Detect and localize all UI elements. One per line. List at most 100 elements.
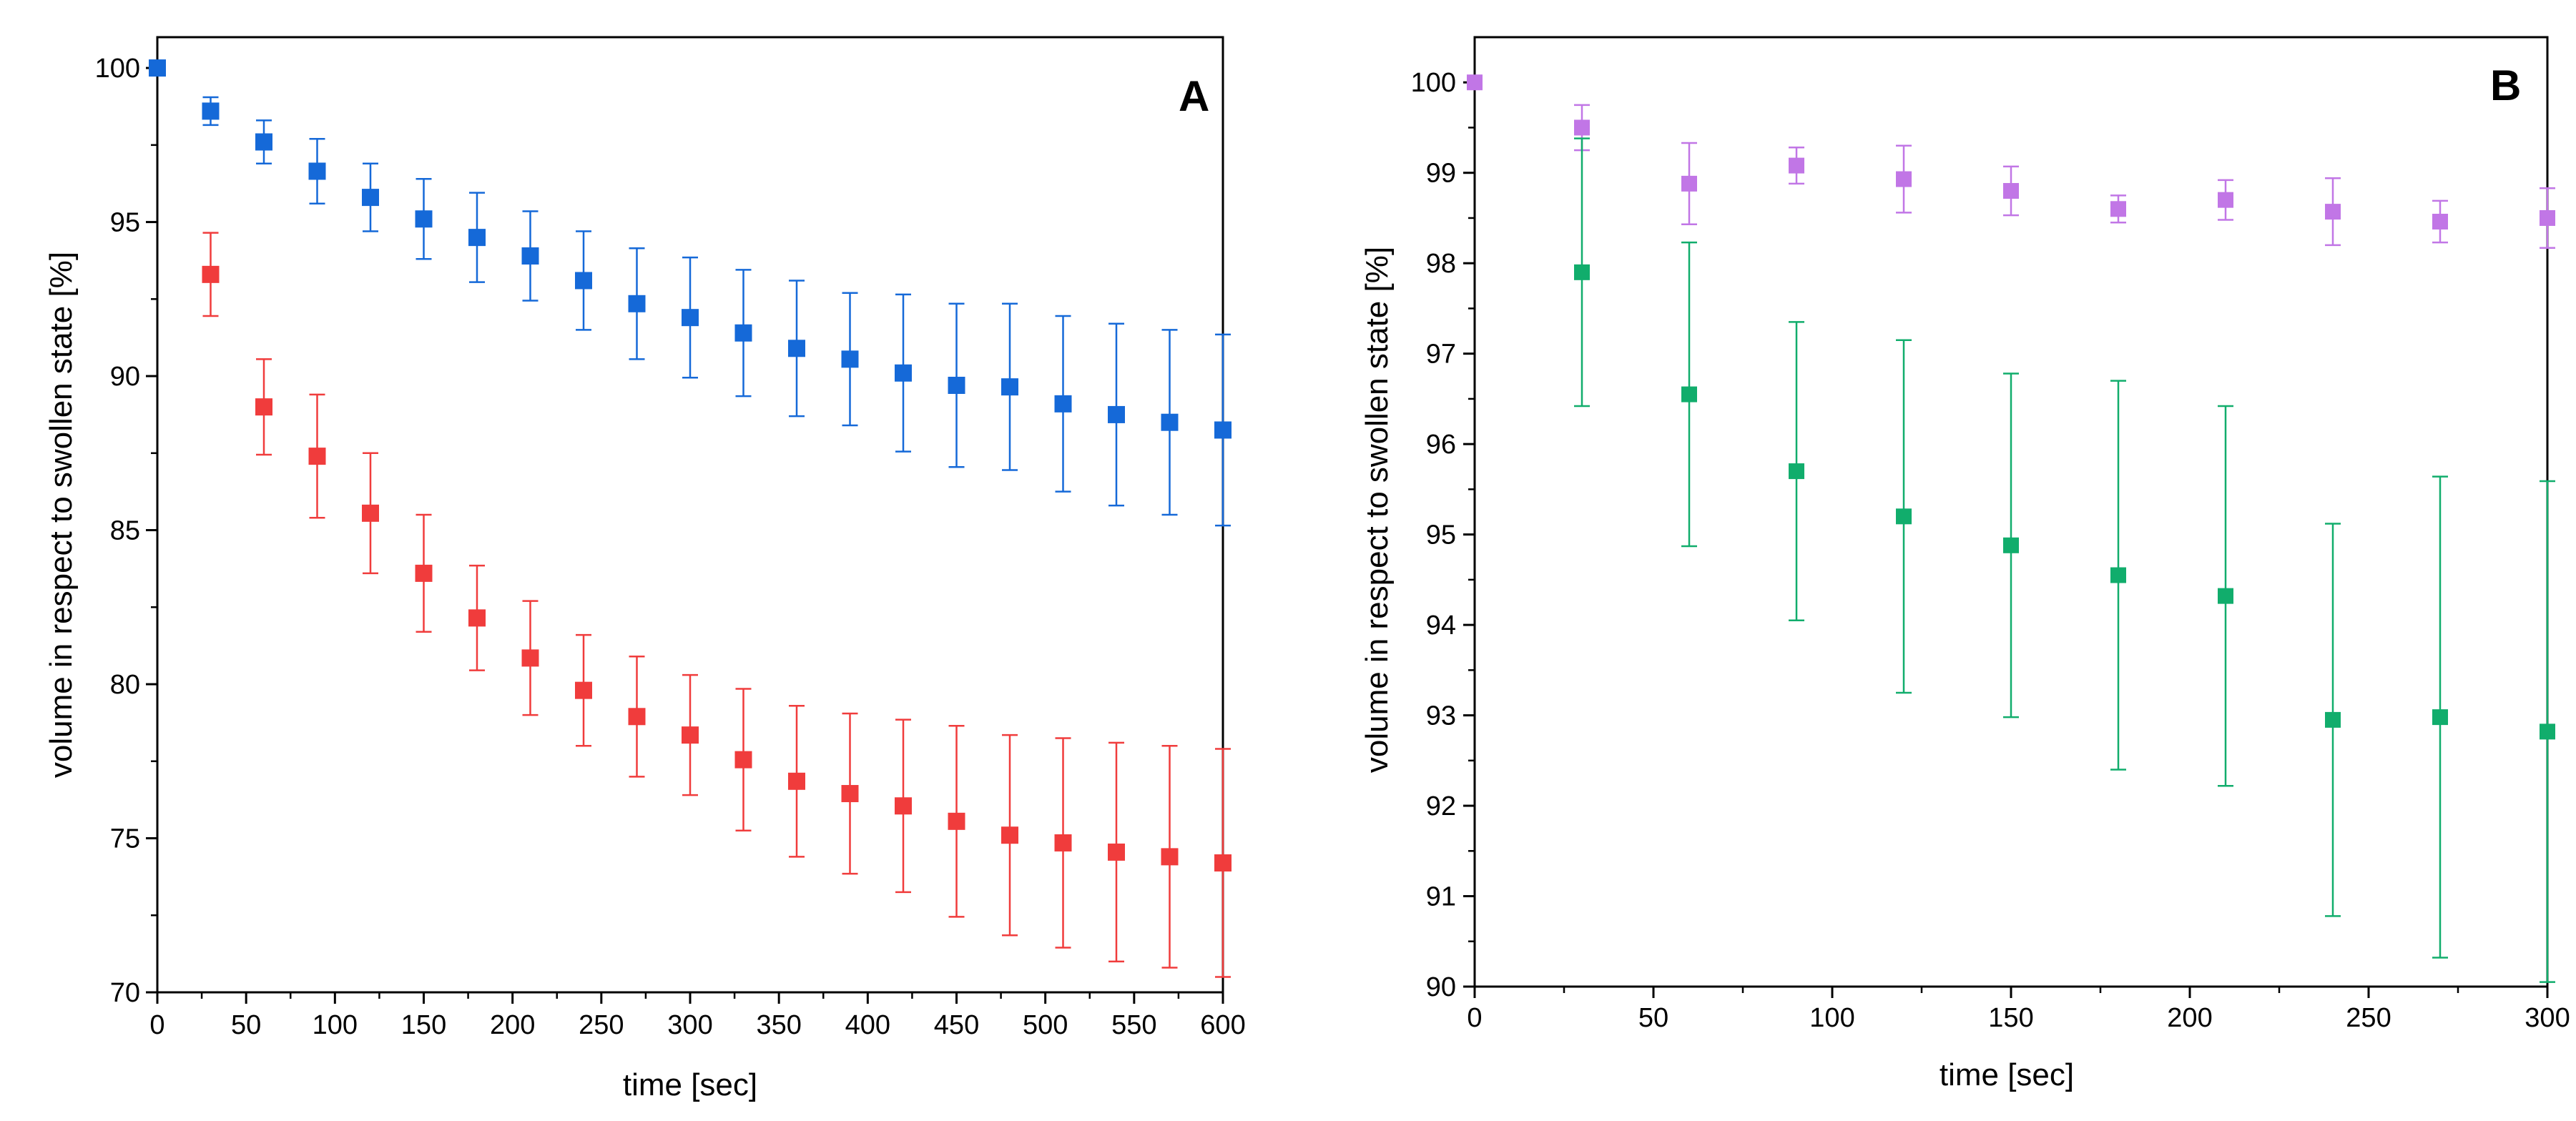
data-point (415, 564, 433, 582)
panel-b-series-purple (1467, 74, 2555, 249)
x-tick-label: 250 (579, 1010, 624, 1040)
y-tick-label: 80 (110, 670, 140, 700)
x-tick-label: 450 (934, 1010, 979, 1040)
data-point (468, 229, 486, 247)
data-point (1161, 848, 1179, 866)
data-point (1896, 508, 1912, 525)
data-point (1054, 395, 1072, 413)
data-point (521, 247, 539, 265)
panel-b-series-green (1574, 137, 2555, 983)
data-point (734, 324, 752, 342)
data-point (1108, 405, 1125, 423)
panel-b-label: B (2490, 61, 2521, 109)
data-point (521, 649, 539, 667)
y-tick-label: 100 (1411, 68, 1456, 98)
x-tick-label: 50 (231, 1010, 261, 1040)
panel-a: 0 50 100 150 200 250 300 350 400 450 500 550 600 707… (44, 36, 1246, 1102)
data-point (841, 350, 859, 368)
data-point (1789, 463, 1804, 480)
data-point (2432, 214, 2448, 230)
y-tick-label: 100 (95, 54, 140, 84)
data-point (1789, 157, 1804, 174)
x-tick-label: 200 (490, 1010, 535, 1040)
data-point (1214, 421, 1232, 439)
x-tick-label: 300 (2525, 1003, 2570, 1033)
data-point (308, 162, 326, 180)
data-point (841, 785, 859, 803)
data-point (1681, 175, 1697, 192)
data-point (895, 364, 912, 382)
data-point (1896, 171, 1912, 187)
x-tick-label: 600 (1200, 1010, 1245, 1040)
data-point (948, 376, 965, 394)
y-tick-label: 90 (110, 362, 140, 392)
x-tick-label: 500 (1023, 1010, 1068, 1040)
data-point (149, 59, 166, 77)
data-point (362, 504, 379, 522)
x-tick-label: 100 (313, 1010, 358, 1040)
data-point (255, 398, 272, 416)
data-point (1161, 413, 1179, 431)
data-point (1108, 843, 1125, 861)
y-tick-label: 85 (110, 516, 140, 546)
x-tick-label: 350 (756, 1010, 801, 1040)
data-point (2110, 567, 2126, 583)
panel-a-series-blue (149, 59, 1232, 527)
y-tick-label: 92 (1426, 791, 1456, 821)
data-point (2325, 711, 2341, 728)
panel-a-x-tick-labels: 0 50 100 150 200 250 300 350 400 450 500 550 600 (149, 1010, 1245, 1040)
data-point (895, 797, 912, 815)
data-point (415, 210, 433, 228)
panel-b-y-tick-labels: 90 91 92 93 94 95 96 97 98 99 100 (1411, 68, 1456, 1002)
data-point (682, 309, 699, 327)
data-point (682, 726, 699, 744)
data-point (788, 772, 805, 790)
data-point (2003, 183, 2019, 199)
x-tick-label: 300 (667, 1010, 712, 1040)
data-point (1574, 264, 1590, 280)
data-point (788, 340, 805, 357)
data-point (2540, 724, 2555, 740)
panel-b-x-tick-labels: 0 50 100 150 200 250 300 (1467, 1003, 2570, 1033)
y-tick-label: 75 (110, 824, 140, 854)
panel-a-x-axis-title: time [sec] (623, 1067, 757, 1102)
y-tick-label: 93 (1426, 701, 1456, 731)
y-tick-label: 90 (1426, 972, 1456, 1002)
data-point (202, 265, 220, 283)
data-point (1054, 834, 1072, 851)
data-point (734, 751, 752, 769)
x-tick-label: 250 (2346, 1003, 2391, 1033)
x-tick-label: 0 (149, 1010, 164, 1040)
x-tick-label: 550 (1111, 1010, 1156, 1040)
x-tick-label: 150 (1988, 1003, 2033, 1033)
y-tick-label: 95 (1426, 520, 1456, 550)
y-tick-label: 97 (1426, 340, 1456, 370)
panel-b-y-axis-title: volume in respect to swollen state [%] (1360, 247, 1395, 773)
data-point (362, 189, 379, 207)
y-tick-label: 98 (1426, 249, 1456, 279)
data-point (1467, 74, 1483, 91)
panel-a-label: A (1179, 72, 1209, 120)
panel-a-ticks (146, 66, 1224, 1004)
panel-b-x-axis-title: time [sec] (1940, 1057, 2074, 1092)
x-tick-label: 150 (401, 1010, 446, 1040)
data-point (2540, 209, 2555, 226)
data-point (1001, 826, 1018, 844)
data-point (628, 295, 646, 312)
data-point (2432, 709, 2448, 726)
x-tick-label: 100 (1809, 1003, 1854, 1033)
data-point (2218, 588, 2233, 604)
data-point (1214, 854, 1232, 871)
x-tick-label: 50 (1638, 1003, 1668, 1033)
data-point (2003, 537, 2019, 553)
data-point (308, 448, 326, 465)
panel-a-y-axis-title: volume in respect to swollen state [%] (44, 252, 79, 778)
data-point (948, 812, 965, 830)
data-point (628, 708, 646, 726)
data-point (2325, 204, 2341, 220)
data-point (255, 133, 272, 151)
y-tick-label: 99 (1426, 159, 1456, 189)
y-tick-label: 91 (1426, 882, 1456, 912)
data-point (1001, 378, 1018, 396)
